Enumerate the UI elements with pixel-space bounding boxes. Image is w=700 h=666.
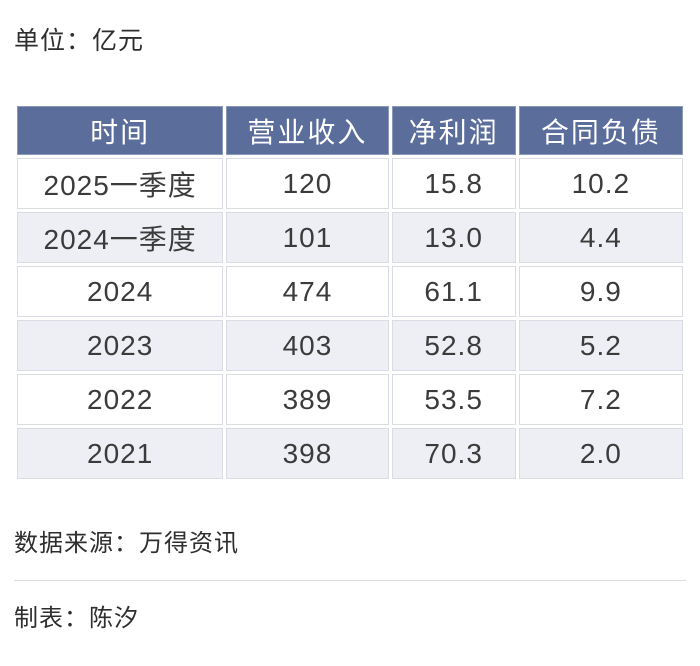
table-cell: 2023 bbox=[17, 320, 224, 371]
table-row: 2021 398 70.3 2.0 bbox=[17, 428, 683, 479]
table-cell: 53.5 bbox=[391, 374, 516, 425]
data-source-label: 数据来源：万得资讯 bbox=[14, 530, 239, 557]
table-cell: 9.9 bbox=[518, 266, 683, 317]
table-row: 2024一季度 101 13.0 4.4 bbox=[17, 212, 683, 263]
unit-label: 单位：亿元 bbox=[14, 27, 145, 55]
table-cell: 389 bbox=[226, 374, 389, 425]
financial-data-table: 时间 营业收入 净利润 合同负债 2025一季度 120 15.8 10.2 2024一季度 1… bbox=[14, 103, 686, 482]
table-cell: 7.2 bbox=[518, 374, 683, 425]
table-cell: 474 bbox=[226, 266, 389, 317]
table-cell: 70.3 bbox=[391, 428, 516, 479]
table-cell: 2024 bbox=[17, 266, 224, 317]
table-row: 2022 389 53.5 7.2 bbox=[17, 374, 683, 425]
table-cell: 15.8 bbox=[391, 158, 516, 209]
table-cell: 120 bbox=[226, 158, 389, 209]
table-cell: 5.2 bbox=[518, 320, 683, 371]
table-cell: 13.0 bbox=[391, 212, 516, 263]
credit-label: 制表：陈汐 bbox=[14, 605, 139, 632]
table-cell: 398 bbox=[226, 428, 389, 479]
table-cell: 10.2 bbox=[518, 158, 683, 209]
column-header: 时间 bbox=[17, 106, 224, 155]
table-body: 2025一季度 120 15.8 10.2 2024一季度 101 13.0 4.4 2024 4… bbox=[17, 158, 683, 479]
page: 单位：亿元 时间 营业收入 净利润 合同负债 2025一季度 120 15.8 10.2 20… bbox=[14, 27, 686, 632]
divider-line bbox=[14, 580, 686, 581]
column-header: 净利润 bbox=[391, 106, 516, 155]
table-row: 2023 403 52.8 5.2 bbox=[17, 320, 683, 371]
table-cell: 61.1 bbox=[391, 266, 516, 317]
column-header: 合同负债 bbox=[518, 106, 683, 155]
table-cell: 2025一季度 bbox=[17, 158, 224, 209]
column-header: 营业收入 bbox=[226, 106, 389, 155]
table-cell: 2022 bbox=[17, 374, 224, 425]
table-cell: 2.0 bbox=[518, 428, 683, 479]
table-cell: 2021 bbox=[17, 428, 224, 479]
table-row: 2025一季度 120 15.8 10.2 bbox=[17, 158, 683, 209]
table-cell: 2024一季度 bbox=[17, 212, 224, 263]
table-cell: 101 bbox=[226, 212, 389, 263]
table-header-row: 时间 营业收入 净利润 合同负债 bbox=[17, 106, 683, 155]
table-cell: 52.8 bbox=[391, 320, 516, 371]
table-row: 2024 474 61.1 9.9 bbox=[17, 266, 683, 317]
table-cell: 403 bbox=[226, 320, 389, 371]
table-cell: 4.4 bbox=[518, 212, 683, 263]
